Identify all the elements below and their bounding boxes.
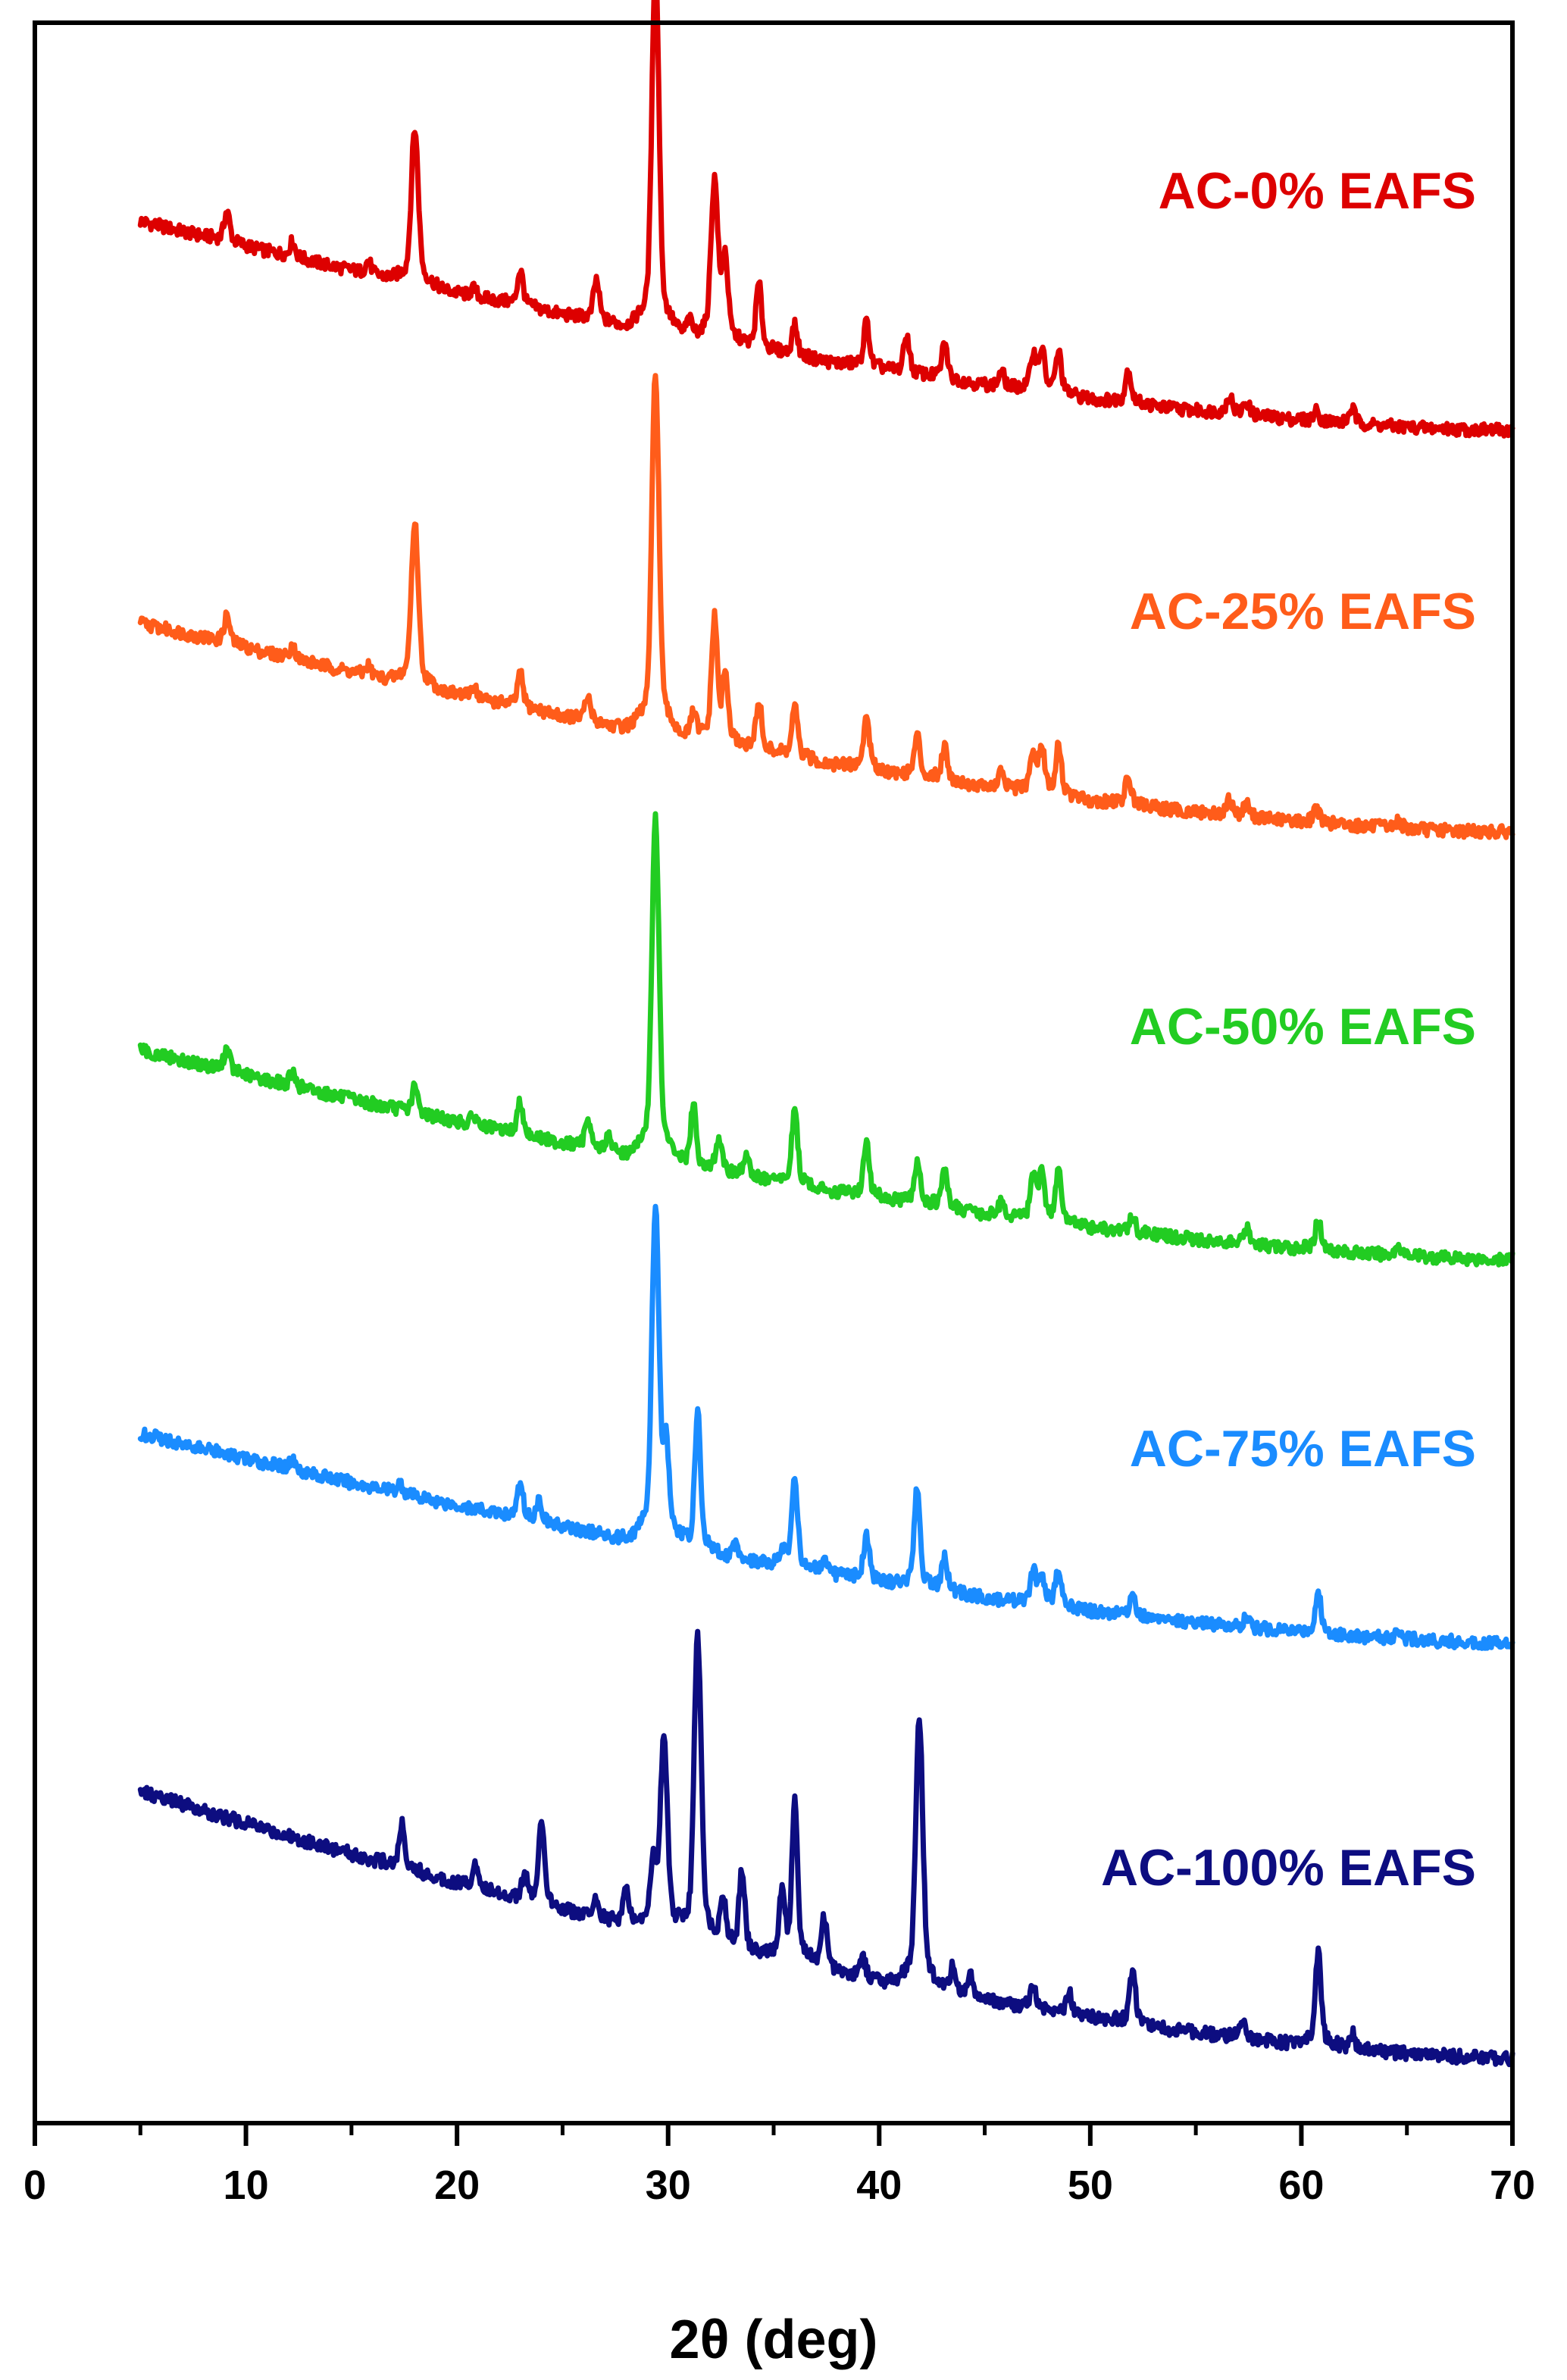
series-line-ac-25-eafs (137, 373, 1515, 840)
x-tick-label: 60 (1278, 2163, 1324, 2208)
series-line-ac-100-eafs (137, 1628, 1515, 2068)
series-line-ac-75-eafs (137, 1203, 1515, 1651)
series-layer (137, 0, 1515, 2068)
series-label-0: AC-0% EAFS (1159, 162, 1476, 220)
x-axis-ticks: 0 10 20 30 40 50 60 70 (23, 2123, 1535, 2208)
series-label-2: AC-50% EAFS (1130, 998, 1476, 1056)
x-tick-label: 10 (224, 2163, 269, 2208)
x-tick-label: 20 (434, 2163, 480, 2208)
x-tick-label: 0 (23, 2163, 46, 2208)
x-tick-label: 70 (1490, 2163, 1535, 2208)
x-tick-label: 30 (646, 2163, 691, 2208)
x-tick-label: 40 (856, 2163, 902, 2208)
series-line-ac-0-eafs (137, 0, 1515, 439)
series-label-4: AC-100% EAFS (1101, 1839, 1476, 1897)
x-tick-label: 50 (1068, 2163, 1113, 2208)
series-line-ac-50-eafs (137, 811, 1515, 1268)
legend-labels: AC-0% EAFS AC-25% EAFS AC-50% EAFS AC-75% E… (1101, 162, 1476, 1897)
series-label-1: AC-25% EAFS (1130, 583, 1476, 640)
x-axis-title: 2θ (deg) (670, 2310, 878, 2370)
series-label-3: AC-75% EAFS (1130, 1420, 1476, 1478)
